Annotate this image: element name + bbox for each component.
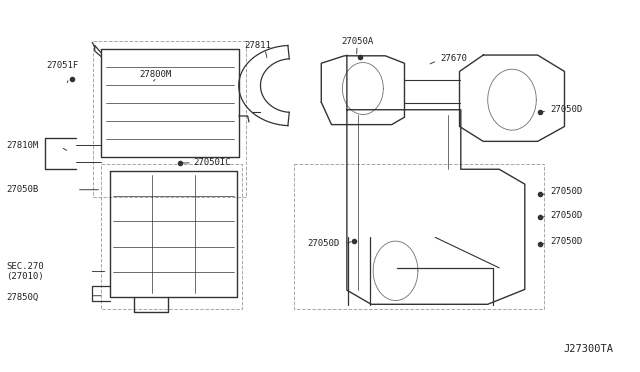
Text: SEC.270
(27010): SEC.270 (27010) xyxy=(6,262,44,281)
Text: 27811: 27811 xyxy=(244,41,271,50)
Text: 27050B: 27050B xyxy=(6,185,38,194)
Text: 27850Q: 27850Q xyxy=(6,293,38,302)
Text: 27050D: 27050D xyxy=(550,211,582,219)
Text: 27050D: 27050D xyxy=(550,187,582,196)
Text: 27050D: 27050D xyxy=(550,237,582,246)
Text: 27050IC: 27050IC xyxy=(193,158,231,167)
Text: 27050D: 27050D xyxy=(307,239,339,248)
Text: J27300TA: J27300TA xyxy=(563,344,613,354)
Text: 27670: 27670 xyxy=(440,54,467,63)
Text: 27810M: 27810M xyxy=(6,141,38,150)
Text: 27051F: 27051F xyxy=(46,61,78,70)
Text: 27050D: 27050D xyxy=(550,105,582,114)
Text: 27050A: 27050A xyxy=(341,37,373,46)
Text: 27800M: 27800M xyxy=(140,70,172,79)
